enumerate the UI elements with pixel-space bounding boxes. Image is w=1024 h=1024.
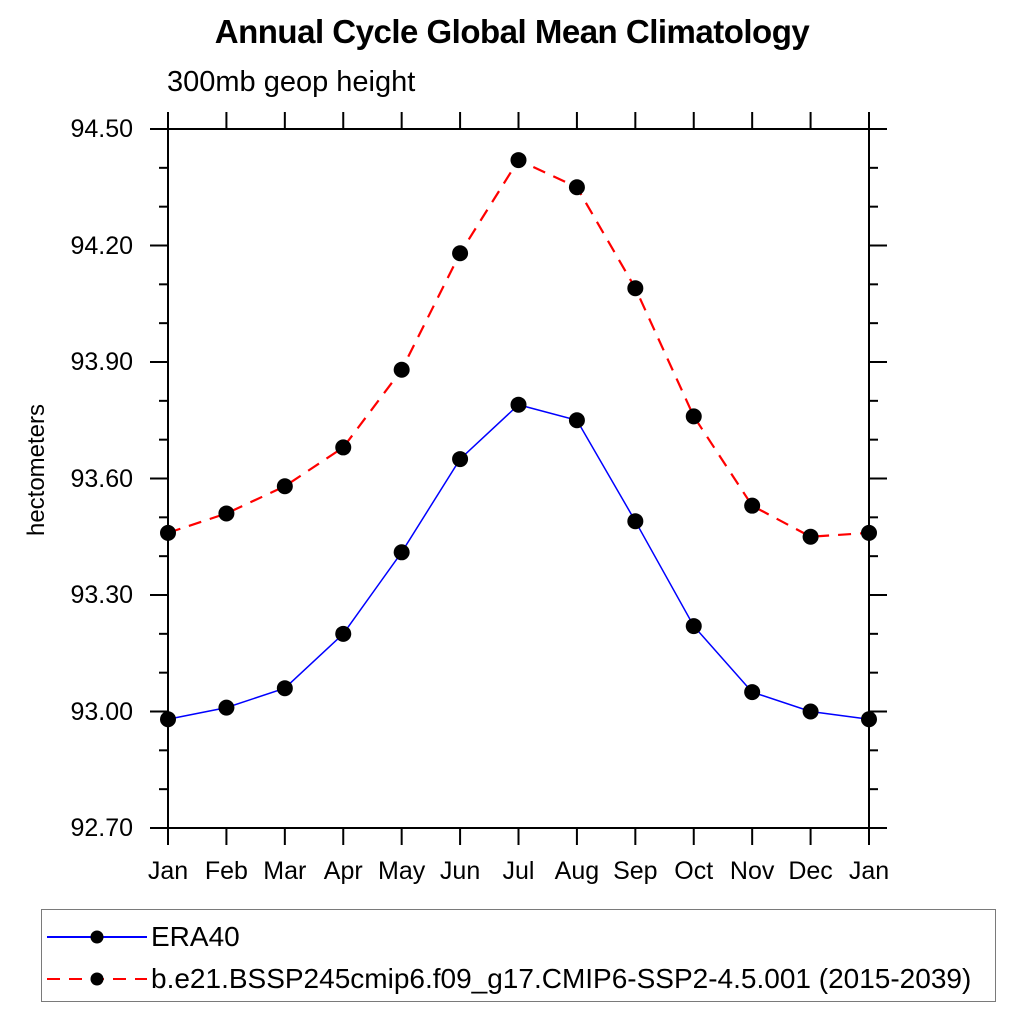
y-tick-label: 93.00 [70,697,133,726]
x-tick-label: Oct [674,857,714,885]
legend-marker-dot-icon [90,972,104,986]
legend-box: ERA40 b.e21.BSSP245cmip6.f09_g17.CMIP6-S… [41,909,996,1002]
x-tick-label: Apr [323,857,363,885]
y-tick-label: 94.20 [70,231,133,260]
x-tick-label: Sep [613,857,658,885]
legend-label-model: b.e21.BSSP245cmip6.f09_g17.CMIP6-SSP2-4.… [151,963,972,994]
y-tick-label: 94.50 [70,115,133,143]
x-tick-label: Jan [147,857,189,885]
legend-label-era40: ERA40 [151,921,240,952]
y-tick-label: 92.70 [70,814,133,842]
x-tick-label: Dec [788,857,833,885]
legend-marker-dot-icon [90,930,104,944]
y-tick-label: 93.60 [70,464,133,493]
chart-title: Annual Cycle Global Mean Climatology [214,13,810,50]
y-tick-label: 93.90 [70,348,133,376]
x-tick-label: Jun [439,857,481,885]
chart-subtitle: 300mb geop height [167,66,416,98]
x-tick-label: Mar [263,857,307,885]
x-tick-label: Jan [848,857,890,885]
legend-line-sample-solid [47,922,147,952]
x-tick-label: Nov [729,857,775,885]
legend-item-model: b.e21.BSSP245cmip6.f09_g17.CMIP6-SSP2-4.… [47,964,971,994]
x-tick-label: Jul [502,857,535,885]
x-tick-label: May [378,857,426,885]
x-tick-label: Feb [204,857,248,885]
legend-item-era40: ERA40 [47,922,240,952]
legend-line-sample-dashed [47,964,147,994]
y-tick-label: 93.30 [70,581,133,609]
x-tick-label: Aug [554,857,600,885]
